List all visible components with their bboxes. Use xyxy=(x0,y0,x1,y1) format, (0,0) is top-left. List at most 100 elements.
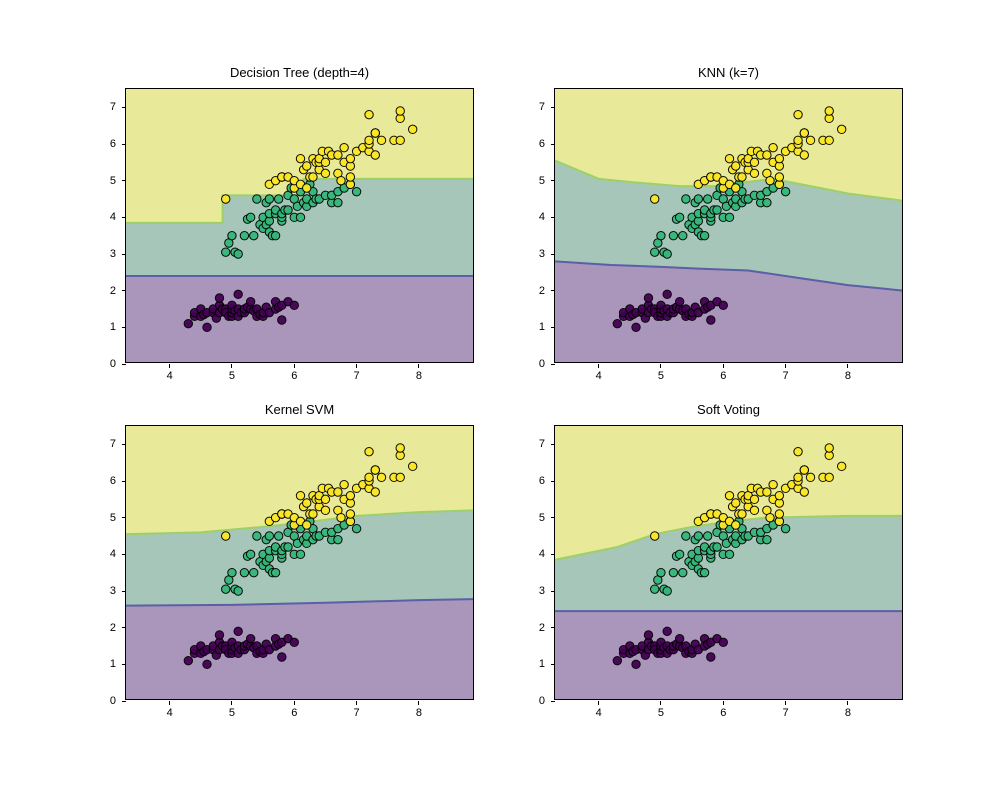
xtick-label: 4 xyxy=(596,370,602,382)
ytick-mark xyxy=(122,554,126,555)
scatter-point-class-2 xyxy=(396,107,404,115)
xtick-mark xyxy=(231,701,232,705)
ytick-label: 2 xyxy=(539,285,545,297)
scatter-point-class-1 xyxy=(651,585,659,593)
xtick-label: 4 xyxy=(167,707,173,719)
ytick-mark xyxy=(551,290,555,291)
scatter-point-class-2 xyxy=(371,466,379,474)
ytick-mark xyxy=(551,254,555,255)
scatter-point-class-2 xyxy=(334,151,342,159)
xtick-mark xyxy=(785,701,786,705)
subplot-title: Soft Voting xyxy=(555,402,902,417)
scatter-point-class-1 xyxy=(679,231,687,239)
ytick-label: 7 xyxy=(110,438,116,450)
xtick-mark xyxy=(660,364,661,368)
ytick-mark xyxy=(551,364,555,365)
scatter-point-class-1 xyxy=(265,195,273,203)
ytick-mark xyxy=(551,107,555,108)
scatter-point-class-1 xyxy=(228,231,236,239)
scatter-point-class-2 xyxy=(365,136,373,144)
scatter-point-class-2 xyxy=(794,136,802,144)
scatter-point-class-0 xyxy=(675,297,683,305)
scatter-point-class-2 xyxy=(408,462,416,470)
scatter-point-class-1 xyxy=(763,198,771,206)
ytick-mark xyxy=(551,554,555,555)
xtick-label: 8 xyxy=(845,370,851,382)
scatter-point-class-2 xyxy=(309,510,317,518)
scatter-point-class-0 xyxy=(675,634,683,642)
scatter-point-class-2 xyxy=(408,125,416,133)
scatter-point-class-2 xyxy=(346,173,354,181)
scatter-point-class-2 xyxy=(365,473,373,481)
scatter-point-class-0 xyxy=(246,634,254,642)
plot-area xyxy=(555,426,902,699)
scatter-point-class-2 xyxy=(800,488,808,496)
ytick-label: 0 xyxy=(539,358,545,370)
ytick-mark xyxy=(551,481,555,482)
scatter-point-class-2 xyxy=(309,173,317,181)
scatter-point-class-2 xyxy=(738,173,746,181)
scatter-point-class-0 xyxy=(644,294,652,302)
ytick-mark xyxy=(122,517,126,518)
scatter-point-class-2 xyxy=(763,488,771,496)
xtick-label: 7 xyxy=(354,370,360,382)
scatter-point-class-0 xyxy=(215,294,223,302)
scatter-point-class-2 xyxy=(371,129,379,137)
scatter-point-class-2 xyxy=(651,195,659,203)
scatter-point-class-1 xyxy=(253,532,261,540)
scatter-point-class-2 xyxy=(340,480,348,488)
scatter-point-class-2 xyxy=(825,444,833,452)
subplot-title: Kernel SVM xyxy=(126,402,473,417)
scatter-point-class-1 xyxy=(657,231,665,239)
region-bottom xyxy=(126,599,473,699)
scatter-point-class-2 xyxy=(371,488,379,496)
ytick-label: 0 xyxy=(110,695,116,707)
scatter-point-class-0 xyxy=(613,656,621,664)
scatter-point-class-0 xyxy=(203,660,211,668)
ytick-mark xyxy=(122,254,126,255)
xtick-label: 6 xyxy=(291,707,297,719)
plot-area xyxy=(126,426,473,699)
ytick-label: 4 xyxy=(539,548,545,560)
ytick-label: 2 xyxy=(110,622,116,634)
scatter-point-class-2 xyxy=(732,499,740,507)
ytick-label: 5 xyxy=(539,512,545,524)
xtick-label: 4 xyxy=(167,370,173,382)
xtick-mark xyxy=(723,701,724,705)
subplot-title: KNN (k=7) xyxy=(555,65,902,80)
decision-surface xyxy=(555,426,902,699)
ytick-mark xyxy=(551,627,555,628)
xtick-mark xyxy=(847,364,848,368)
scatter-point-class-1 xyxy=(284,206,292,214)
scatter-point-class-2 xyxy=(365,447,373,455)
scatter-point-class-0 xyxy=(234,627,242,635)
scatter-point-class-1 xyxy=(781,187,789,195)
ytick-mark xyxy=(122,107,126,108)
ytick-mark xyxy=(122,627,126,628)
xtick-mark xyxy=(598,701,599,705)
ytick-label: 3 xyxy=(539,248,545,260)
scatter-point-class-2 xyxy=(750,158,758,166)
subplot: KNN (k=7)4567801234567 xyxy=(554,88,903,363)
scatter-point-class-1 xyxy=(250,568,258,576)
ytick-mark xyxy=(122,217,126,218)
scatter-point-class-0 xyxy=(234,290,242,298)
scatter-point-class-2 xyxy=(303,162,311,170)
scatter-point-class-0 xyxy=(246,297,254,305)
scatter-point-class-0 xyxy=(613,319,621,327)
scatter-point-class-1 xyxy=(334,535,342,543)
ytick-label: 6 xyxy=(110,475,116,487)
scatter-point-class-2 xyxy=(365,110,373,118)
scatter-point-class-2 xyxy=(763,151,771,159)
scatter-point-class-2 xyxy=(340,143,348,151)
xtick-mark xyxy=(294,364,295,368)
scatter-point-class-1 xyxy=(675,213,683,221)
xtick-label: 8 xyxy=(845,707,851,719)
xtick-label: 6 xyxy=(291,370,297,382)
subplot: Soft Voting4567801234567 xyxy=(554,425,903,700)
scatter-point-class-2 xyxy=(750,495,758,503)
ytick-mark xyxy=(122,591,126,592)
scatter-point-class-1 xyxy=(246,213,254,221)
scatter-point-class-2 xyxy=(346,154,354,162)
ytick-mark xyxy=(122,290,126,291)
